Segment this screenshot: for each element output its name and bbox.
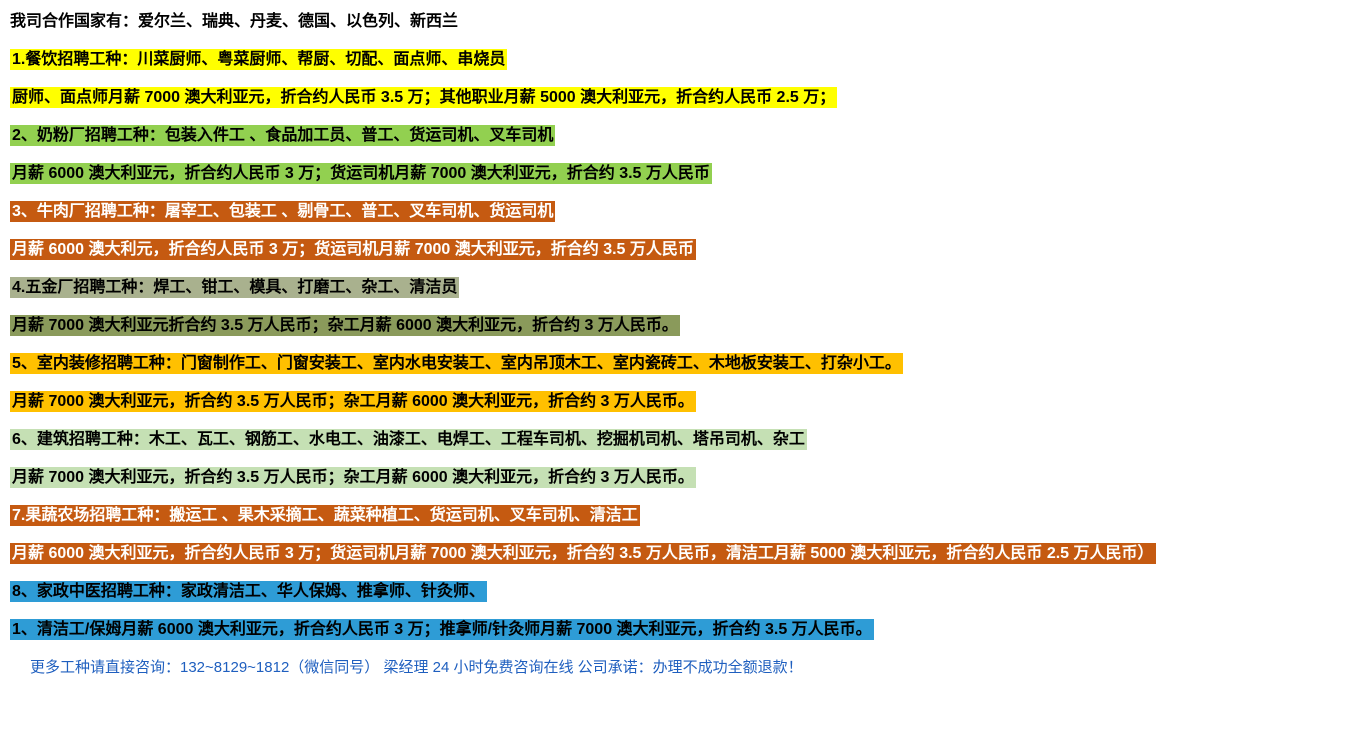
job-line-12: 7.果蔬农场招聘工种：搬运工 、果木采摘工、蔬菜种植工、货运司机、叉车司机、清洁… — [10, 504, 1352, 528]
job-line-8: 5、室内装修招聘工种：门窗制作工、门窗安装工、室内水电安装工、室内吊顶木工、室内… — [10, 352, 1352, 376]
job-line-text-5: 月薪 6000 澳大利元，折合约人民币 3 万；货运司机月薪 7000 澳大利亚… — [10, 239, 696, 260]
job-line-text-13: 月薪 6000 澳大利亚元，折合约人民币 3 万；货运司机月薪 7000 澳大利… — [10, 543, 1156, 564]
job-line-6: 4.五金厂招聘工种：焊工、钳工、模具、打磨工、杂工、清洁员 — [10, 276, 1352, 300]
job-line-15: 1、清洁工/保姆月薪 6000 澳大利亚元，折合约人民币 3 万；推拿师/针灸师… — [10, 618, 1352, 642]
lines-container: 1.餐饮招聘工种：川菜厨师、粤菜厨师、帮厨、切配、面点师、串烧员厨师、面点师月薪… — [10, 48, 1352, 642]
job-line-0: 1.餐饮招聘工种：川菜厨师、粤菜厨师、帮厨、切配、面点师、串烧员 — [10, 48, 1352, 72]
job-line-2: 2、奶粉厂招聘工种：包装入件工 、食品加工员、普工、货运司机、叉车司机 — [10, 124, 1352, 148]
job-line-14: 8、家政中医招聘工种：家政清洁工、华人保姆、推拿师、针灸师、 — [10, 580, 1352, 604]
job-line-text-0: 1.餐饮招聘工种：川菜厨师、粤菜厨师、帮厨、切配、面点师、串烧员 — [10, 49, 507, 70]
job-line-text-3: 月薪 6000 澳大利亚元，折合约人民币 3 万；货运司机月薪 7000 澳大利… — [10, 163, 712, 184]
job-line-1: 厨师、面点师月薪 7000 澳大利亚元，折合约人民币 3.5 万；其他职业月薪 … — [10, 86, 1352, 110]
job-line-13: 月薪 6000 澳大利亚元，折合约人民币 3 万；货运司机月薪 7000 澳大利… — [10, 542, 1352, 566]
job-line-7: 月薪 7000 澳大利亚元折合约 3.5 万人民币；杂工月薪 6000 澳大利亚… — [10, 314, 1352, 338]
job-line-text-12: 7.果蔬农场招聘工种：搬运工 、果木采摘工、蔬菜种植工、货运司机、叉车司机、清洁… — [10, 505, 640, 526]
job-line-text-14: 8、家政中医招聘工种：家政清洁工、华人保姆、推拿师、针灸师、 — [10, 581, 487, 602]
job-line-11: 月薪 7000 澳大利亚元，折合约 3.5 万人民币；杂工月薪 6000 澳大利… — [10, 466, 1352, 490]
job-line-5: 月薪 6000 澳大利元，折合约人民币 3 万；货运司机月薪 7000 澳大利亚… — [10, 238, 1352, 262]
header-text: 我司合作国家有：爱尔兰、瑞典、丹麦、德国、以色列、新西兰 — [10, 10, 1352, 34]
job-line-4: 3、牛肉厂招聘工种：屠宰工、包装工 、剔骨工、普工、叉车司机、货运司机 — [10, 200, 1352, 224]
job-line-text-11: 月薪 7000 澳大利亚元，折合约 3.5 万人民币；杂工月薪 6000 澳大利… — [10, 467, 696, 488]
job-line-text-10: 6、建筑招聘工种：木工、瓦工、钢筋工、水电工、油漆工、电焊工、工程车司机、挖掘机… — [10, 429, 807, 450]
job-line-text-2: 2、奶粉厂招聘工种：包装入件工 、食品加工员、普工、货运司机、叉车司机 — [10, 125, 555, 146]
job-line-text-7: 月薪 7000 澳大利亚元折合约 3.5 万人民币；杂工月薪 6000 澳大利亚… — [10, 315, 680, 336]
footer-contact: 更多工种请直接咨询：132~8129~1812（微信同号） 梁经理 24 小时免… — [30, 656, 1352, 677]
job-line-3: 月薪 6000 澳大利亚元，折合约人民币 3 万；货运司机月薪 7000 澳大利… — [10, 162, 1352, 186]
job-line-9: 月薪 7000 澳大利亚元，折合约 3.5 万人民币；杂工月薪 6000 澳大利… — [10, 390, 1352, 414]
job-line-text-15: 1、清洁工/保姆月薪 6000 澳大利亚元，折合约人民币 3 万；推拿师/针灸师… — [10, 619, 874, 640]
job-line-text-4: 3、牛肉厂招聘工种：屠宰工、包装工 、剔骨工、普工、叉车司机、货运司机 — [10, 201, 555, 222]
job-line-text-6: 4.五金厂招聘工种：焊工、钳工、模具、打磨工、杂工、清洁员 — [10, 277, 459, 298]
job-line-10: 6、建筑招聘工种：木工、瓦工、钢筋工、水电工、油漆工、电焊工、工程车司机、挖掘机… — [10, 428, 1352, 452]
job-line-text-9: 月薪 7000 澳大利亚元，折合约 3.5 万人民币；杂工月薪 6000 澳大利… — [10, 391, 696, 412]
job-line-text-1: 厨师、面点师月薪 7000 澳大利亚元，折合约人民币 3.5 万；其他职业月薪 … — [10, 87, 837, 108]
job-line-text-8: 5、室内装修招聘工种：门窗制作工、门窗安装工、室内水电安装工、室内吊顶木工、室内… — [10, 353, 903, 374]
